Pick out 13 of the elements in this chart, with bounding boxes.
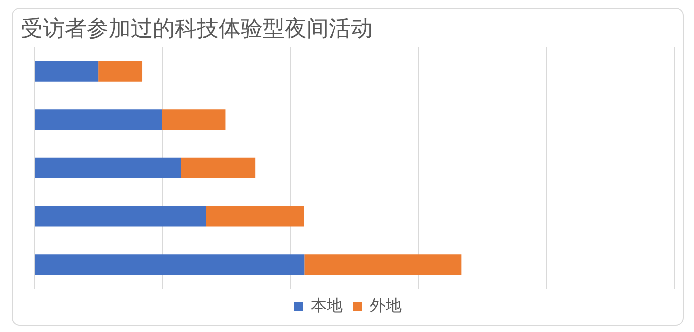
- bar: [206, 206, 304, 227]
- bar: [36, 110, 162, 130]
- bar: [304, 254, 462, 276]
- bar: [36, 158, 182, 178]
- chart-title: 受访者参加过的科技体验型夜间活动: [21, 16, 373, 42]
- legend-label: 外地: [370, 296, 402, 316]
- legend-label: 本地: [311, 296, 343, 316]
- bar: [162, 110, 226, 130]
- bar: [36, 61, 99, 82]
- bar: [36, 254, 305, 276]
- bar: [98, 61, 143, 82]
- bar: [36, 206, 206, 227]
- bar: [181, 158, 256, 178]
